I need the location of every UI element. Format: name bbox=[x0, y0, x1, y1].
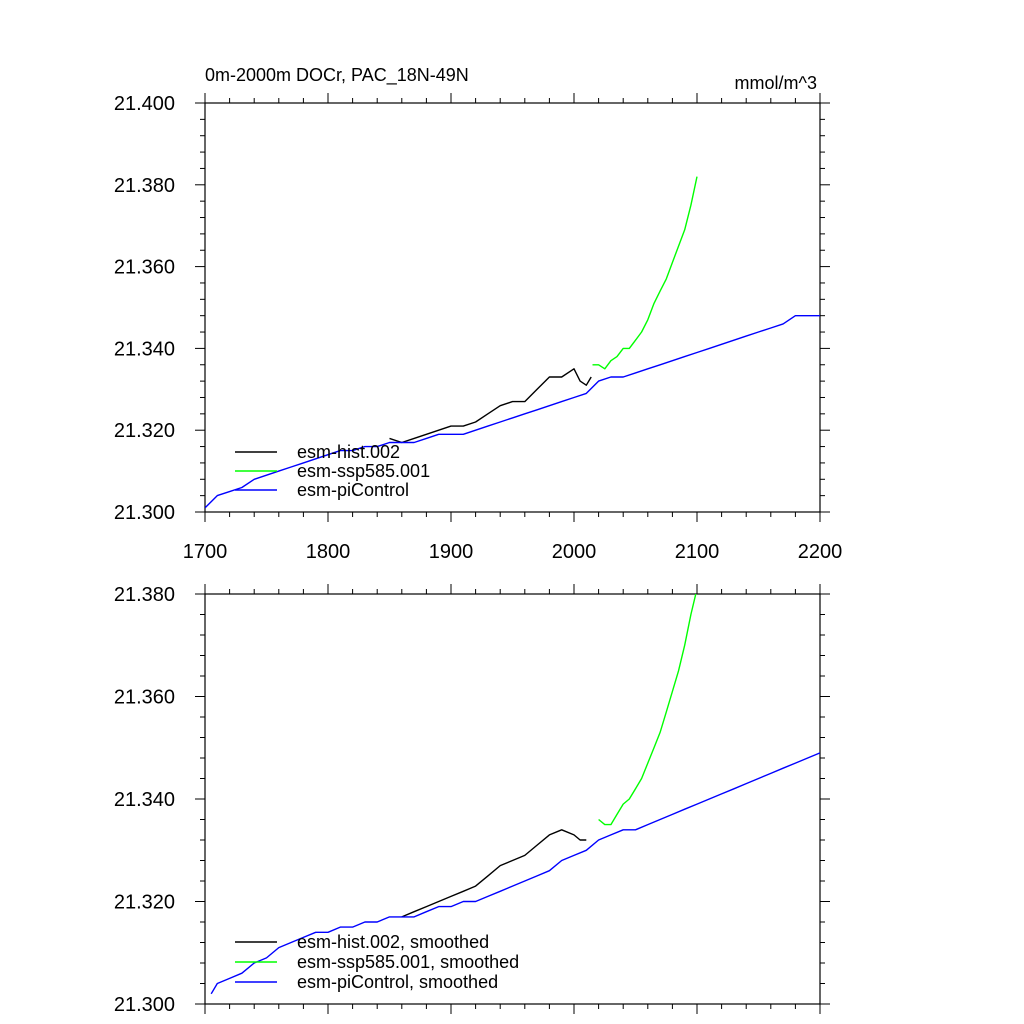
y-tick-label: 21.300 bbox=[114, 994, 175, 1016]
x-tick-label: 2200 bbox=[798, 541, 843, 563]
y-tick-label: 21.300 bbox=[114, 502, 175, 524]
legend-label: esm-hist.002, smoothed bbox=[297, 932, 489, 952]
y-tick-label: 21.340 bbox=[114, 789, 175, 811]
y-tick-label: 21.380 bbox=[114, 584, 175, 606]
y-tick-label: 21.360 bbox=[114, 687, 175, 709]
x-tick-label: 1900 bbox=[429, 541, 474, 563]
y-tick-label: 21.380 bbox=[114, 175, 175, 197]
series-line-1 bbox=[592, 176, 698, 370]
y-tick-label: 21.360 bbox=[114, 257, 175, 279]
y-tick-label: 21.340 bbox=[114, 338, 175, 360]
series-line-1 bbox=[598, 594, 697, 826]
chart-title: 0m-2000m DOCr, PAC_18N-49N bbox=[205, 65, 469, 86]
series-line-2 bbox=[205, 315, 820, 509]
x-tick-label: 2000 bbox=[552, 541, 597, 563]
x-tick-label: 1700 bbox=[183, 541, 228, 563]
top-panel: 21.300 21.320 21.340 21.360 21.380 21.400 1700… bbox=[114, 65, 842, 563]
units-label: mmol/m^3 bbox=[735, 73, 817, 93]
plot-frame bbox=[204, 102, 821, 513]
x-tick-label: 1800 bbox=[306, 541, 351, 563]
legend-label: esm-hist.002 bbox=[297, 442, 400, 462]
legend-label: esm-piControl bbox=[297, 480, 409, 500]
legend-label: esm-ssp585.001 bbox=[297, 461, 430, 481]
y-tick-label: 21.320 bbox=[114, 892, 175, 914]
series-line-0 bbox=[389, 368, 592, 444]
legend-label: esm-ssp585.001, smoothed bbox=[297, 952, 519, 972]
series-line-0 bbox=[401, 829, 587, 918]
legend-label: esm-piControl, smoothed bbox=[297, 972, 498, 992]
y-tick-label: 21.400 bbox=[114, 93, 175, 115]
y-tick-label: 21.320 bbox=[114, 420, 175, 442]
x-tick-label: 2100 bbox=[675, 541, 720, 563]
bottom-panel: 21.300 21.320 21.340 21.360 21.380 esm-hist.0… bbox=[114, 584, 830, 1016]
series-line-2 bbox=[210, 752, 820, 995]
